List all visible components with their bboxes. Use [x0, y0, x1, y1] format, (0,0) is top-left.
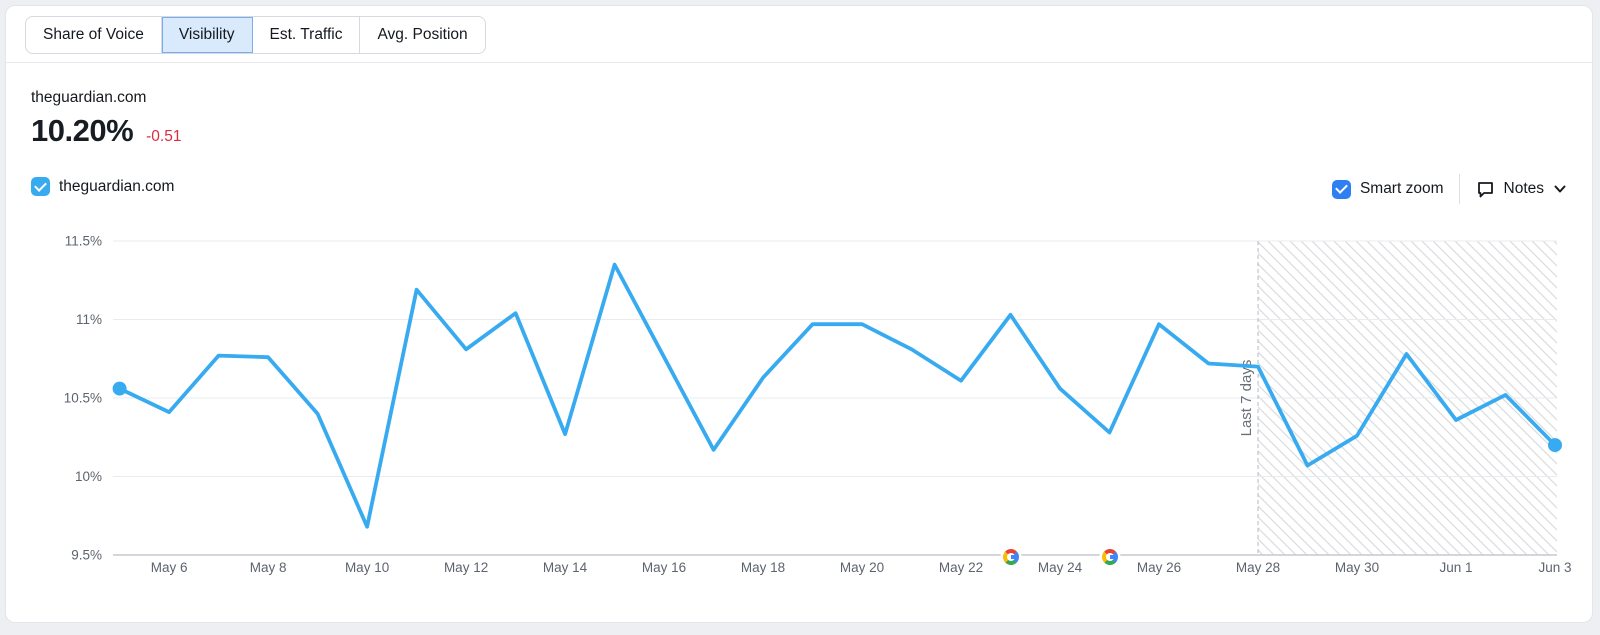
- controls-divider: [1458, 174, 1460, 204]
- forecast-label: Last 7 days: [1238, 360, 1255, 437]
- smart-zoom-control: Smart zoom: [1331, 179, 1444, 199]
- visibility-series-line[interactable]: [117, 262, 1557, 529]
- metric-tab-group: Share of Voice Visibility Est. Traffic A…: [25, 16, 486, 54]
- x-axis-tick-label: May 8: [250, 560, 287, 575]
- smart-zoom-checkbox[interactable]: [1331, 179, 1351, 199]
- tab-avg-position[interactable]: Avg. Position: [377, 26, 468, 43]
- google-update-icon[interactable]: [1002, 548, 1019, 565]
- y-axis-tick-label: 9.5%: [71, 548, 102, 563]
- series-checkbox[interactable]: [31, 177, 50, 196]
- series-endpoint-dot: [112, 381, 127, 396]
- y-axis-tick-label: 10.5%: [64, 391, 102, 406]
- y-axis-tick-label: 11.5%: [65, 234, 102, 249]
- x-axis-tick-label: May 24: [1038, 560, 1083, 575]
- x-axis-tick-label: May 6: [151, 560, 188, 575]
- tab-visibility[interactable]: Visibility: [161, 17, 253, 53]
- chart-controls: Smart zoom Notes: [1331, 174, 1569, 204]
- notes-dropdown-button[interactable]: Notes: [1475, 179, 1569, 200]
- x-axis-tick-label: May 28: [1236, 560, 1280, 575]
- x-axis-tick-label: May 26: [1137, 560, 1181, 575]
- metric-change-badge: -0.51: [146, 128, 182, 145]
- metric-header: theguardian.com 10.20% -0.51: [31, 89, 181, 149]
- x-axis-tick-label: May 20: [840, 560, 884, 575]
- metric-tabs-row: Share of Voice Visibility Est. Traffic A…: [6, 6, 1592, 63]
- notes-label: Notes: [1503, 180, 1545, 197]
- google-update-icon[interactable]: [1101, 548, 1118, 565]
- y-axis-tick-label: 11%: [76, 312, 102, 327]
- x-axis-tick-label: May 10: [345, 560, 389, 575]
- metric-domain-label: theguardian.com: [31, 89, 147, 106]
- smart-zoom-label: Smart zoom: [1359, 180, 1444, 197]
- x-axis-tick-label: Jun 1: [1440, 560, 1473, 575]
- series-legend: theguardian.com: [31, 177, 174, 196]
- visibility-chart-svg: 11.5% 11% 10.5% 10% 9.5% Last 7 days May 6 May …: [64, 234, 1572, 576]
- tab-est-traffic[interactable]: Est. Traffic: [253, 17, 361, 53]
- x-axis-tick-label: May 22: [939, 560, 983, 575]
- x-axis-tick-label: May 12: [444, 560, 488, 575]
- tab-share-of-voice[interactable]: Share of Voice: [26, 17, 162, 53]
- x-axis-tick-label: May 16: [642, 560, 686, 575]
- y-axis-tick-label: 10%: [75, 469, 102, 484]
- metric-value: 10.20%: [31, 113, 134, 148]
- series-endpoint-dot: [1548, 438, 1563, 453]
- chevron-down-icon: [1552, 181, 1568, 197]
- x-axis-tick-label: May 18: [741, 560, 785, 575]
- x-axis-tick-label: May 30: [1335, 560, 1379, 575]
- series-legend-label: theguardian.com: [59, 177, 175, 195]
- visibility-chart: 11.5% 11% 10.5% 10% 9.5% Last 7 days May 6 May …: [6, 211, 1594, 606]
- x-axis-tick-label: Jun 3: [1538, 560, 1571, 575]
- x-axis-tick-label: May 14: [543, 560, 588, 575]
- visibility-widget-panel: Share of Voice Visibility Est. Traffic A…: [5, 5, 1593, 623]
- speech-bubble-icon: [1475, 179, 1496, 200]
